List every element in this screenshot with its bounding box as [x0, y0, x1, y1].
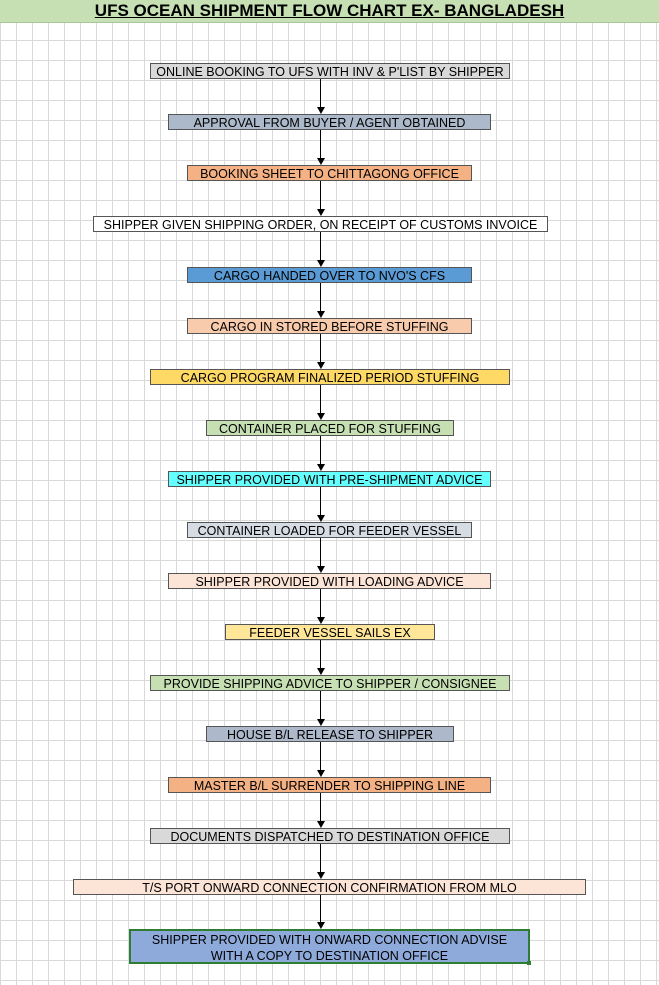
- arrow-down-icon: [317, 566, 325, 573]
- connector-line: [320, 589, 321, 618]
- arrow-down-icon: [317, 922, 325, 929]
- flow-step[interactable]: SHIPPER GIVEN SHIPPING ORDER, ON RECEIPT…: [93, 216, 548, 232]
- connector-line: [320, 793, 321, 822]
- arrow-down-icon: [317, 668, 325, 675]
- page-title: UFS OCEAN SHIPMENT FLOW CHART EX- BANGLA…: [94, 1, 565, 20]
- connector-line: [320, 640, 321, 669]
- flow-step[interactable]: CONTAINER PLACED FOR STUFFING: [206, 420, 454, 436]
- flow-step[interactable]: CARGO IN STORED BEFORE STUFFING: [187, 318, 472, 334]
- flow-step[interactable]: T/S PORT ONWARD CONNECTION CONFIRMATION …: [73, 879, 586, 895]
- flow-step[interactable]: DOCUMENTS DISPATCHED TO DESTINATION OFFI…: [150, 828, 510, 844]
- connector-line: [320, 283, 321, 312]
- arrow-down-icon: [317, 821, 325, 828]
- arrow-down-icon: [317, 107, 325, 114]
- final-step-line-2: WITH A COPY TO DESTINATION OFFICE: [210, 949, 449, 963]
- flow-step[interactable]: BOOKING SHEET TO CHITTAGONG OFFICE: [187, 165, 472, 181]
- connector-line: [320, 538, 321, 567]
- arrow-down-icon: [317, 617, 325, 624]
- connector-line: [320, 385, 321, 414]
- arrow-down-icon: [317, 413, 325, 420]
- connector-line: [320, 334, 321, 363]
- selection-handle[interactable]: [527, 961, 531, 965]
- flow-step[interactable]: CONTAINER LOADED FOR FEEDER VESSEL: [187, 522, 472, 538]
- arrow-down-icon: [317, 260, 325, 267]
- arrow-down-icon: [317, 872, 325, 879]
- title-bar: [0, 0, 659, 23]
- arrow-down-icon: [317, 311, 325, 318]
- flow-step[interactable]: SHIPPER PROVIDED WITH PRE-SHIPMENT ADVIC…: [168, 471, 491, 487]
- connector-line: [320, 436, 321, 465]
- arrow-down-icon: [317, 464, 325, 471]
- connector-line: [320, 742, 321, 771]
- flow-step[interactable]: PROVIDE SHIPPING ADVICE TO SHIPPER / CON…: [150, 675, 510, 691]
- connector-line: [320, 79, 321, 108]
- flow-step[interactable]: MASTER B/L SURRENDER TO SHIPPING LINE: [168, 777, 491, 793]
- flow-step[interactable]: FEEDER VESSEL SAILS EX: [225, 624, 435, 640]
- connector-line: [320, 691, 321, 720]
- final-step-line-1: SHIPPER PROVIDED WITH ONWARD CONNECTION …: [151, 933, 508, 947]
- connector-line: [320, 844, 321, 873]
- arrow-down-icon: [317, 770, 325, 777]
- arrow-down-icon: [317, 719, 325, 726]
- connector-line: [320, 895, 321, 923]
- connector-line: [320, 130, 321, 159]
- flow-step[interactable]: ONLINE BOOKING TO UFS WITH INV & P'LIST …: [150, 63, 510, 79]
- connector-line: [320, 232, 321, 261]
- flow-step[interactable]: HOUSE B/L RELEASE TO SHIPPER: [206, 726, 454, 742]
- flow-step[interactable]: CARGO HANDED OVER TO NVO'S CFS: [187, 267, 472, 283]
- connector-line: [320, 487, 321, 516]
- flow-step[interactable]: CARGO PROGRAM FINALIZED PERIOD STUFFING: [150, 369, 510, 385]
- flow-step[interactable]: APPROVAL FROM BUYER / AGENT OBTAINED: [168, 114, 491, 130]
- flow-step[interactable]: SHIPPER PROVIDED WITH LOADING ADVICE: [168, 573, 491, 589]
- arrow-down-icon: [317, 209, 325, 216]
- arrow-down-icon: [317, 515, 325, 522]
- final-step-box[interactable]: SHIPPER PROVIDED WITH ONWARD CONNECTION …: [129, 929, 530, 964]
- arrow-down-icon: [317, 158, 325, 165]
- connector-line: [320, 181, 321, 210]
- arrow-down-icon: [317, 362, 325, 369]
